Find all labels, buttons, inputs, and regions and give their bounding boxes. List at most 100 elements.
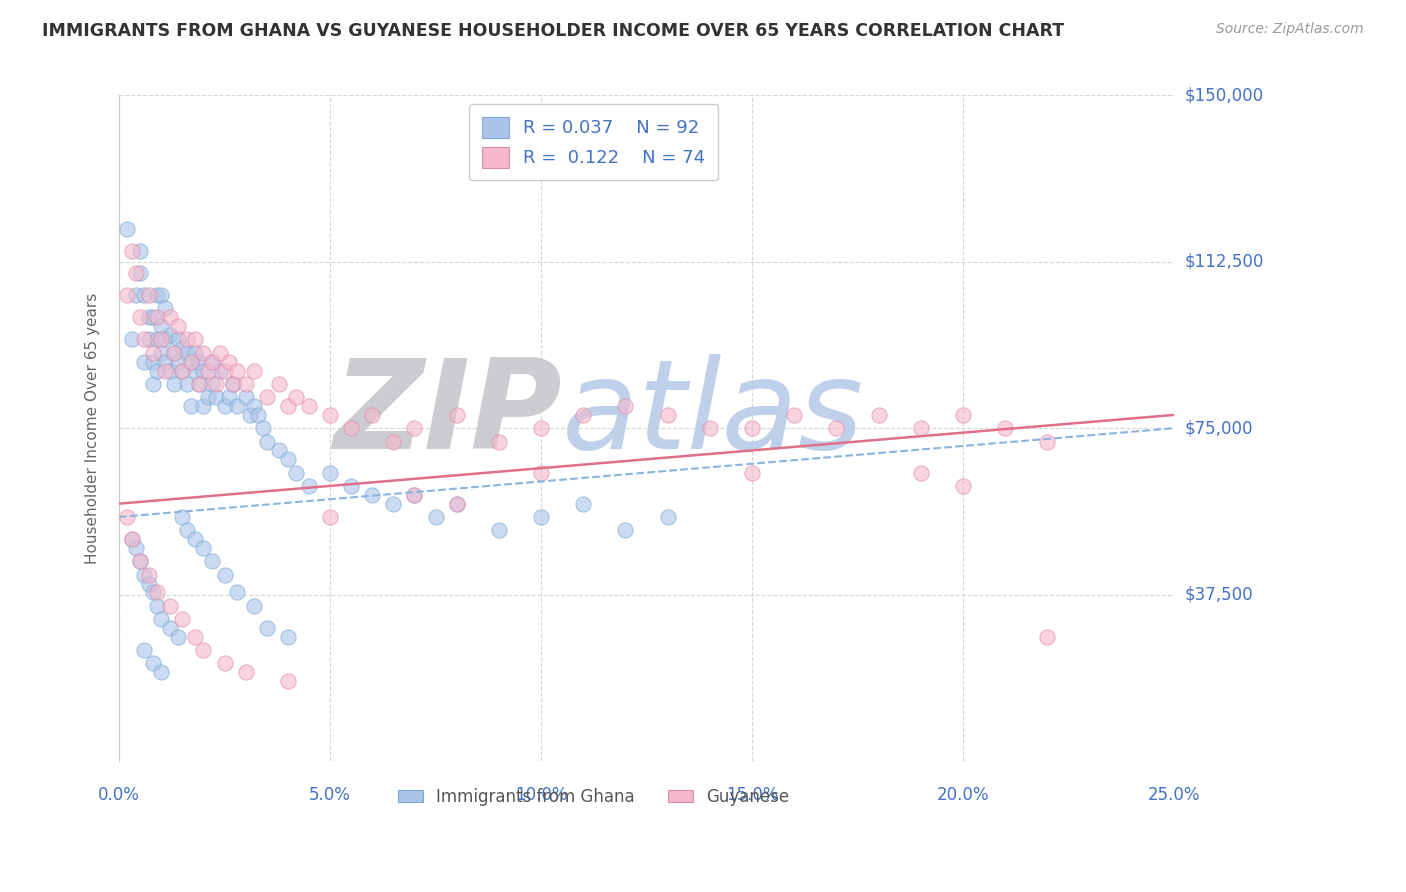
Point (572, 497, 595, 511)
Point (146, 585, 169, 599)
Point (201, 354, 224, 368)
Point (142, 657, 165, 671)
Point (952, 408, 974, 422)
Point (172, 342, 194, 356)
Point (134, 333, 156, 347)
Point (277, 452, 299, 467)
Point (488, 434, 510, 449)
Point (201, 376, 224, 391)
Point (150, 333, 173, 347)
Point (319, 510, 342, 524)
Point (155, 301, 177, 316)
Point (205, 390, 228, 404)
Point (138, 333, 160, 347)
Point (243, 363, 266, 377)
Point (172, 612, 194, 626)
Point (201, 354, 224, 368)
Point (614, 524, 637, 538)
Point (235, 376, 257, 391)
Point (572, 408, 595, 422)
Point (193, 399, 215, 413)
Text: atlas: atlas (562, 354, 865, 475)
Point (129, 244, 152, 258)
Point (741, 466, 763, 480)
Point (530, 510, 553, 524)
Point (125, 288, 148, 302)
Point (256, 434, 278, 449)
Point (197, 390, 219, 404)
Point (425, 510, 447, 524)
Point (167, 630, 190, 644)
Text: 10.0%: 10.0% (515, 786, 567, 804)
Point (226, 399, 249, 413)
Point (319, 408, 342, 422)
Point (188, 354, 211, 368)
Text: 25.0%: 25.0% (1147, 786, 1201, 804)
Point (614, 399, 637, 413)
Point (159, 621, 181, 635)
Point (197, 363, 219, 377)
Legend: Immigrants from Ghana, Guyanese: Immigrants from Ghana, Guyanese (391, 781, 796, 813)
Point (117, 221, 139, 235)
Point (146, 333, 169, 347)
Point (285, 390, 308, 404)
Point (150, 345, 173, 359)
Point (146, 599, 169, 613)
Point (167, 319, 190, 334)
Point (193, 643, 215, 657)
Point (910, 466, 932, 480)
Point (125, 541, 148, 555)
Point (277, 674, 299, 689)
Point (159, 599, 181, 613)
Point (167, 354, 190, 368)
Text: $37,500: $37,500 (1185, 586, 1254, 604)
Point (446, 408, 468, 422)
Point (172, 510, 194, 524)
Point (180, 354, 202, 368)
Point (446, 497, 468, 511)
Point (163, 345, 186, 359)
Point (256, 390, 278, 404)
Point (285, 466, 308, 480)
Point (226, 363, 249, 377)
Point (247, 408, 270, 422)
Point (176, 376, 198, 391)
Text: 20.0%: 20.0% (936, 786, 990, 804)
Point (150, 319, 173, 334)
Point (910, 421, 932, 435)
Point (125, 266, 148, 280)
Point (134, 567, 156, 582)
Point (446, 497, 468, 511)
Point (952, 479, 974, 493)
Point (361, 488, 384, 502)
Point (239, 408, 262, 422)
Y-axis label: Householder Income Over 65 years: Householder Income Over 65 years (86, 293, 100, 564)
Point (277, 630, 299, 644)
Point (218, 390, 240, 404)
Point (868, 408, 890, 422)
Point (382, 497, 405, 511)
Point (159, 328, 181, 343)
Point (159, 363, 181, 377)
Point (163, 376, 186, 391)
Point (657, 510, 679, 524)
Point (184, 333, 207, 347)
Point (382, 434, 405, 449)
Point (142, 376, 165, 391)
Point (825, 421, 848, 435)
Point (184, 630, 207, 644)
Point (404, 421, 426, 435)
Point (146, 310, 169, 325)
Point (155, 333, 177, 347)
Point (150, 612, 173, 626)
Point (657, 408, 679, 422)
Point (340, 479, 363, 493)
Point (188, 376, 211, 391)
Point (201, 554, 224, 568)
Point (298, 479, 321, 493)
Point (121, 532, 143, 546)
Text: IMMIGRANTS FROM GHANA VS GUYANESE HOUSEHOLDER INCOME OVER 65 YEARS CORRELATION C: IMMIGRANTS FROM GHANA VS GUYANESE HOUSEH… (42, 22, 1064, 40)
Point (226, 585, 249, 599)
Point (180, 399, 202, 413)
Point (188, 376, 211, 391)
